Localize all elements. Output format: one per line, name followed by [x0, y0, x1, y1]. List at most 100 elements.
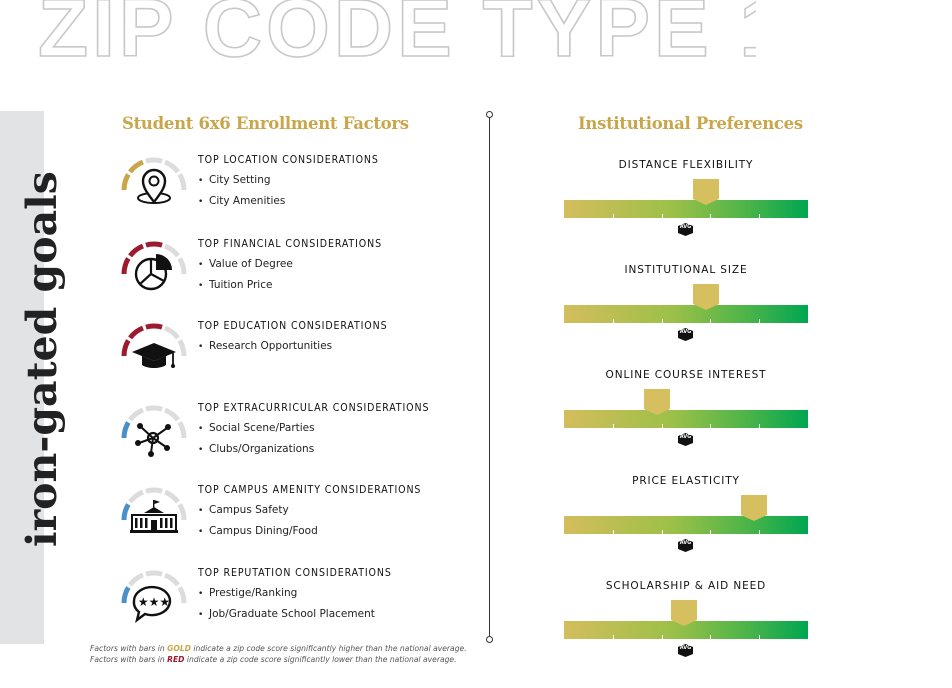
bullet-icon: • — [198, 342, 204, 352]
factor-items: • Social Scene/Parties • Clubs/Organization… — [198, 422, 315, 463]
factor-heading: TOP FINANCIAL CONSIDERATIONS — [198, 238, 382, 250]
institutional-preferences-title: Institutional Preferences — [578, 114, 803, 133]
gauge-segment — [177, 257, 187, 275]
gauge-segment — [128, 325, 145, 340]
factor-heading: TOP LOCATION CONSIDERATIONS — [198, 154, 379, 166]
bullet-icon: • — [198, 260, 204, 270]
factor-items: • City Setting • City Amenities — [198, 174, 285, 215]
preference-5: SCHOLARSHIP & AID NEED AVG — [562, 578, 810, 678]
average-hex-icon — [678, 539, 693, 552]
gauge-segment — [177, 586, 187, 604]
preference-marker — [692, 179, 719, 205]
factor-item: • City Amenities — [198, 195, 285, 216]
average-marker: AVG — [678, 431, 693, 446]
scale-tick — [612, 214, 614, 218]
average-label: AVG — [679, 540, 692, 546]
gauge-segment — [177, 421, 187, 439]
scale-tick — [759, 214, 761, 218]
bullet-icon: • — [198, 589, 204, 599]
gauge-segment — [128, 159, 145, 174]
bullet-icon: • — [198, 280, 204, 291]
enrollment-factors-title: Student 6x6 Enrollment Factors — [122, 114, 409, 133]
bullet-icon: • — [198, 444, 204, 455]
gauge-segment — [121, 503, 131, 521]
gauge-segment — [145, 323, 163, 330]
scale-tick — [710, 424, 712, 428]
gauge-segment — [163, 243, 180, 258]
average-label: AVG — [679, 329, 692, 335]
average-label: AVG — [679, 645, 692, 651]
gauge-segment — [163, 489, 180, 504]
preference-marker — [741, 495, 768, 521]
average-marker: AVG — [678, 221, 693, 236]
factor-item-text: City Setting — [209, 174, 271, 186]
gauge-segment — [163, 159, 180, 174]
gauge-segment — [128, 407, 145, 422]
preference-marker — [692, 284, 719, 310]
factor-item-text: Job/Graduate School Placement — [209, 607, 375, 620]
gauge-segment — [163, 407, 180, 422]
preference-label: ONLINE COURSE INTEREST — [605, 369, 767, 381]
gauge-segment — [145, 241, 163, 248]
factor-1: TOP LOCATION CONSIDERATIONS • City Setting… — [118, 152, 458, 224]
bullet-icon: • — [198, 506, 204, 516]
scale-tick — [759, 319, 761, 323]
gauge-segment — [163, 325, 180, 340]
preference-scale-bar — [564, 200, 808, 218]
section-divider — [489, 114, 490, 640]
factor-item-text: Prestige/Ranking — [209, 587, 298, 599]
gauge-segment — [121, 339, 131, 357]
factor-item-text: City Amenities — [209, 194, 286, 207]
gauge-segment — [145, 405, 163, 412]
gauge-segment — [145, 570, 163, 577]
side-band — [0, 111, 44, 644]
factor-item: • Tuition Price — [198, 279, 293, 300]
scale-tick — [759, 530, 761, 534]
factor-items: • Prestige/Ranking • Job/Graduate School Pl… — [198, 587, 375, 628]
factor-3: TOP EDUCATION CONSIDERATIONS • Research Op… — [118, 318, 458, 390]
preference-label: PRICE ELASTICITY — [632, 475, 740, 487]
preference-label: SCHOLARSHIP & AID NEED — [605, 580, 767, 592]
factor-6: ★★★ TOP REPUTATION CONSIDERATIONS • Prestig… — [118, 565, 458, 637]
bullet-icon: • — [198, 424, 204, 434]
gauge-segment — [177, 503, 187, 521]
factor-item: • Job/Graduate School Placement — [198, 608, 375, 629]
factor-item: • Campus Dining/Food — [198, 525, 318, 546]
preference-1: DISTANCE FLEXIBILITY AVG — [562, 157, 810, 257]
factor-heading: TOP CAMPUS AMENITY CONSIDERATIONS — [198, 484, 422, 496]
factor-item-text: Social Scene/Parties — [209, 422, 315, 434]
average-marker: AVG — [678, 326, 693, 341]
factor-item-text: Campus Safety — [209, 504, 289, 516]
average-marker: AVG — [678, 537, 693, 552]
factor-item: • Campus Safety — [198, 504, 318, 525]
factor-item: • Clubs/Organizations — [198, 443, 315, 464]
factor-item-text: Value of Degree — [209, 258, 293, 270]
factor-items: • Value of Degree • Tuition Price — [198, 258, 293, 299]
gauge-segment — [121, 586, 131, 604]
bullet-icon: • — [198, 609, 204, 620]
scale-tick — [710, 214, 712, 218]
factor-heading: TOP REPUTATION CONSIDERATIONS — [198, 567, 392, 579]
preference-scale-bar — [564, 410, 808, 428]
footnote-gold-key: GOLD — [167, 644, 191, 653]
network-icon — [121, 405, 187, 457]
scale-tick — [661, 424, 663, 428]
average-hex-icon — [678, 433, 693, 446]
footnote-line-1: Factors with bars in GOLD indicate a zip… — [90, 644, 467, 653]
gauge-segment — [121, 173, 131, 191]
gauge-segment — [145, 157, 163, 164]
speech-stars-icon: ★★★ — [121, 570, 187, 623]
preference-4: PRICE ELASTICITY AVG — [562, 473, 810, 573]
scale-tick — [759, 424, 761, 428]
bullet-icon: • — [198, 176, 204, 186]
average-hex-icon — [678, 223, 693, 236]
gauge-segment — [128, 572, 145, 587]
gauge-segment — [121, 421, 131, 439]
gauge-segment — [121, 257, 131, 275]
scale-tick — [612, 319, 614, 323]
scale-tick — [710, 530, 712, 534]
footnote-1-pre: Factors with bars in — [90, 644, 168, 653]
preference-3: ONLINE COURSE INTEREST AVG — [562, 367, 810, 467]
preference-scale-bar — [564, 621, 808, 639]
factor-item: • Prestige/Ranking — [198, 587, 375, 608]
